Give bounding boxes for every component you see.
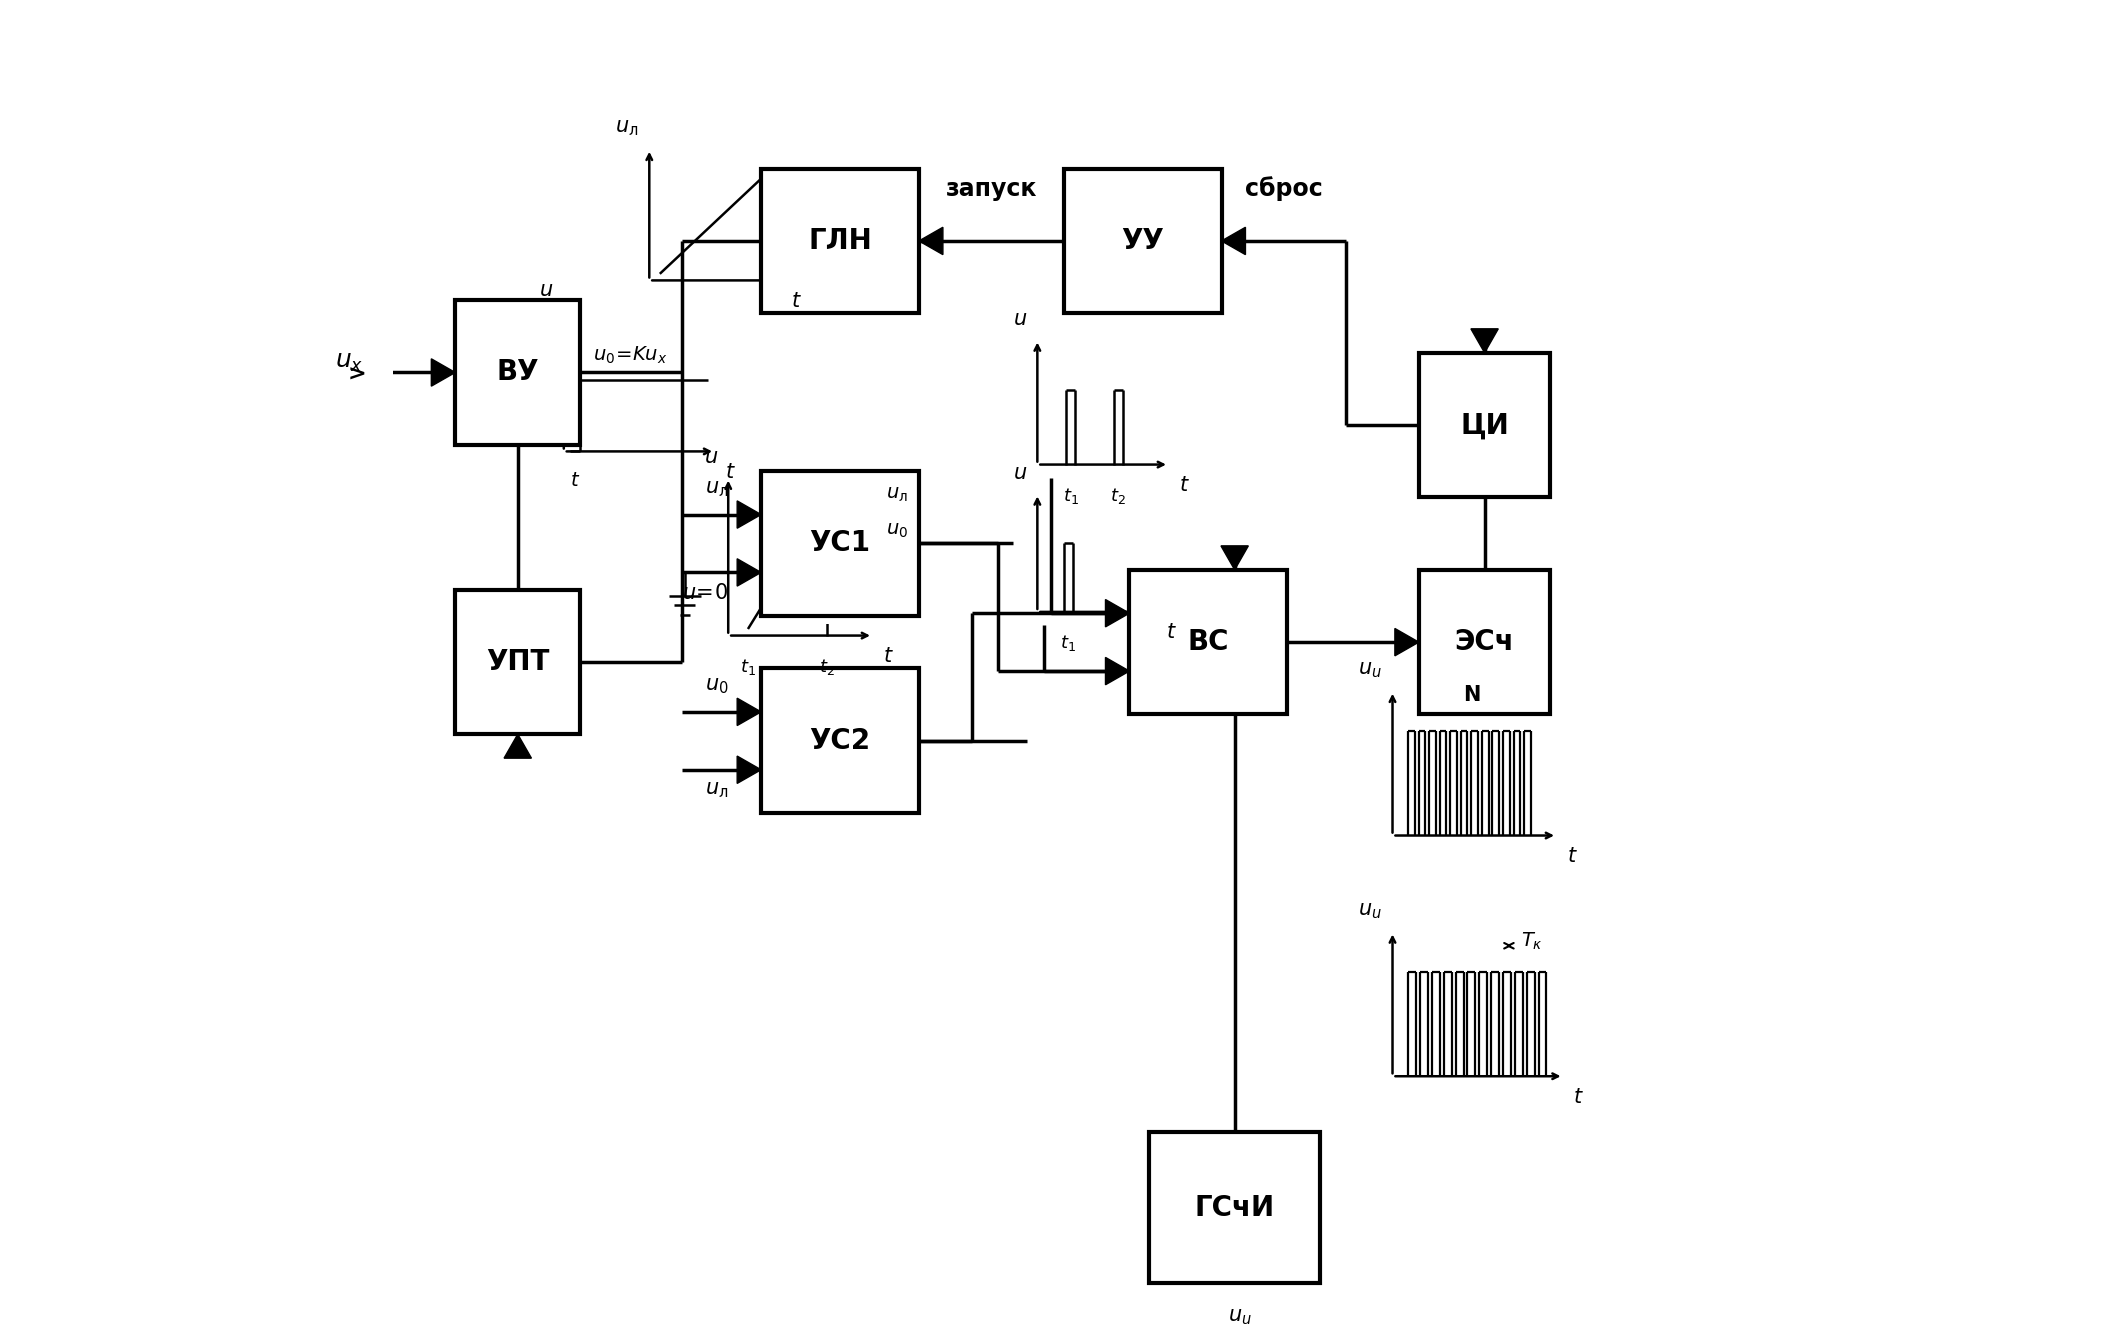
- Text: ВС: ВС: [1187, 628, 1229, 656]
- Text: $u_u$: $u_u$: [1229, 1307, 1252, 1327]
- Text: >: >: [347, 366, 366, 386]
- Text: УС1: УС1: [809, 530, 870, 558]
- Text: u: u: [704, 447, 719, 467]
- Text: УУ: УУ: [1122, 227, 1164, 255]
- Text: $t_1$: $t_1$: [1061, 632, 1076, 652]
- Text: УПТ: УПТ: [485, 648, 550, 676]
- Polygon shape: [1471, 328, 1498, 352]
- Text: t: t: [1166, 623, 1174, 643]
- Text: $t_2$: $t_2$: [819, 656, 834, 676]
- Bar: [1418, 570, 1551, 715]
- Polygon shape: [1105, 599, 1130, 627]
- Text: УС2: УС2: [809, 727, 870, 755]
- Polygon shape: [1221, 227, 1246, 255]
- Text: t: t: [882, 646, 891, 666]
- Text: t: t: [1179, 475, 1187, 495]
- Text: сброс: сброс: [1246, 176, 1324, 201]
- Text: $t_1$: $t_1$: [740, 656, 756, 676]
- Polygon shape: [504, 734, 532, 758]
- Text: $T_\kappa$: $T_\kappa$: [1521, 931, 1544, 952]
- Text: $t_1$: $t_1$: [1063, 486, 1078, 506]
- Text: ГСчИ: ГСчИ: [1195, 1194, 1275, 1222]
- Polygon shape: [1105, 658, 1130, 684]
- Bar: [761, 668, 918, 814]
- Text: $u_u$: $u_u$: [1357, 660, 1382, 680]
- Text: $u_\mathrm{л}$: $u_\mathrm{л}$: [887, 486, 908, 504]
- Bar: [456, 300, 580, 444]
- Bar: [1149, 1133, 1319, 1283]
- Text: t: t: [792, 291, 800, 311]
- Bar: [761, 471, 918, 616]
- Text: N: N: [1462, 686, 1479, 706]
- Text: $u_\mathrm{л}$: $u_\mathrm{л}$: [616, 119, 639, 139]
- Polygon shape: [737, 500, 761, 528]
- Polygon shape: [737, 559, 761, 586]
- Text: ЦИ: ЦИ: [1460, 411, 1509, 439]
- Polygon shape: [1221, 546, 1248, 570]
- Text: ВУ: ВУ: [496, 359, 540, 387]
- Text: запуск: запуск: [945, 177, 1038, 201]
- Text: t: t: [1567, 846, 1576, 866]
- Text: $u_x$: $u_x$: [334, 350, 363, 374]
- Text: t: t: [1574, 1087, 1582, 1107]
- Text: $u_u$: $u_u$: [1357, 900, 1382, 920]
- Text: $u_0\!=\!Ku_x$: $u_0\!=\!Ku_x$: [592, 346, 668, 367]
- Bar: [1418, 352, 1551, 498]
- Text: $u_\mathrm{л}$: $u_\mathrm{л}$: [704, 780, 729, 800]
- Text: $t_2$: $t_2$: [1109, 486, 1126, 506]
- Polygon shape: [737, 698, 761, 726]
- Text: $u_\mathrm{л}$: $u_\mathrm{л}$: [704, 479, 729, 499]
- Text: $u_0$: $u_0$: [704, 676, 729, 696]
- Bar: [1130, 570, 1288, 715]
- Text: t: t: [725, 462, 733, 482]
- Text: t: t: [569, 471, 578, 490]
- Polygon shape: [1395, 628, 1418, 656]
- Polygon shape: [737, 756, 761, 783]
- Text: u: u: [540, 280, 553, 300]
- Bar: [761, 168, 918, 313]
- Text: $u\!=\!0$: $u\!=\!0$: [683, 583, 729, 603]
- Text: u: u: [1013, 463, 1027, 483]
- Bar: [1063, 168, 1221, 313]
- Bar: [456, 590, 580, 734]
- Polygon shape: [431, 359, 456, 386]
- Text: ГЛН: ГЛН: [809, 227, 872, 255]
- Polygon shape: [918, 227, 943, 255]
- Text: ЭСч: ЭСч: [1454, 628, 1515, 656]
- Text: u: u: [1013, 309, 1027, 329]
- Text: $u_0$: $u_0$: [887, 520, 908, 540]
